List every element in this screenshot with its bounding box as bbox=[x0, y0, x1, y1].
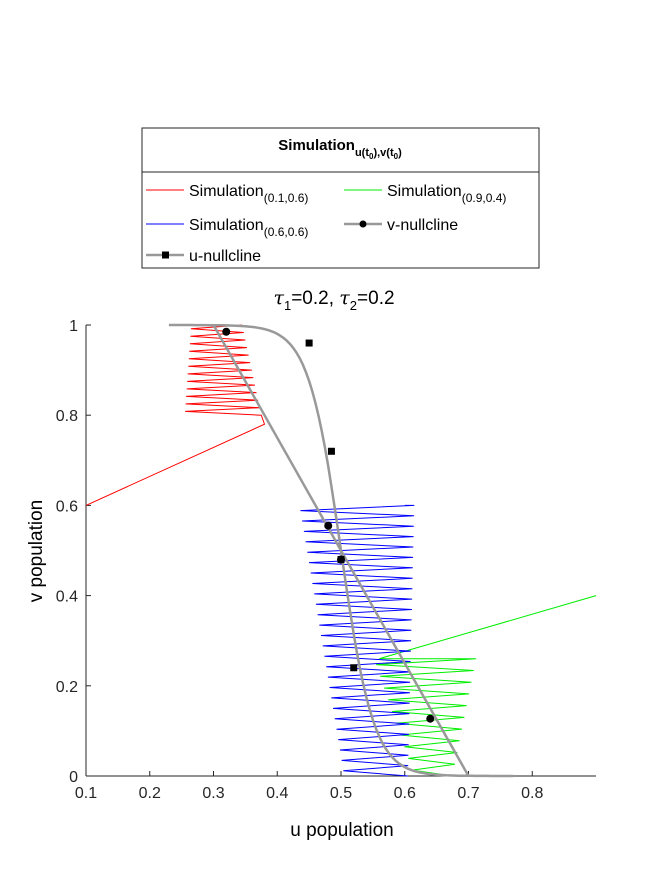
series-line-sim-1 bbox=[376, 595, 597, 777]
unullcline-marker bbox=[327, 447, 335, 455]
unullcline-marker bbox=[350, 664, 358, 672]
x-tick-label: 0.2 bbox=[139, 785, 161, 802]
unullcline-marker bbox=[305, 339, 313, 347]
legend-entry-sim-1-sub: (0.9,0.4) bbox=[462, 191, 507, 205]
series-line-sim-2 bbox=[300, 504, 415, 777]
unullcline-marker bbox=[337, 556, 345, 564]
legend-title-sub0: 0 bbox=[369, 152, 374, 161]
y-tick-label: 1 bbox=[69, 318, 78, 335]
y-ticks: 0 0.2 0.4 0.6 0.8 1 bbox=[56, 318, 91, 786]
legend-marker-vnull bbox=[359, 220, 367, 228]
series-line-unullcline bbox=[168, 323, 514, 778]
legend-title-main: Simulation bbox=[278, 137, 355, 154]
x-tick-label: 0.4 bbox=[266, 785, 288, 802]
legend-entry-sim-2-label: Simulation bbox=[189, 217, 264, 234]
title-sub1: 1 bbox=[284, 298, 291, 313]
y-axis-label: v population bbox=[26, 500, 47, 602]
title-tau2: τ bbox=[339, 287, 350, 309]
y-tick-label: 0 bbox=[69, 769, 78, 786]
title-tau1: τ bbox=[273, 287, 284, 309]
x-tick-label: 0.6 bbox=[394, 785, 416, 802]
legend-entry-unull: u-nullcline bbox=[189, 248, 261, 265]
y-tick-label: 0.4 bbox=[56, 589, 78, 606]
vnullcline-marker bbox=[426, 714, 435, 723]
title-eq2: =0.2 bbox=[357, 288, 395, 309]
x-tick-label: 0.3 bbox=[202, 785, 224, 802]
x-ticks: 0.1 0.2 0.3 0.4 0.5 0.6 0.7 0.8 bbox=[75, 771, 543, 802]
legend-title-subend: ) bbox=[398, 147, 402, 159]
y-tick-label: 0.8 bbox=[56, 408, 78, 425]
legend-title: Simulationu(t0),v(t0) bbox=[278, 137, 402, 161]
vnullcline-marker bbox=[324, 521, 333, 530]
chart-title: τ1=0.2, τ2=0.2 bbox=[273, 287, 394, 313]
legend-entry-vnull: v-nullcline bbox=[387, 217, 458, 234]
vnullcline-marker bbox=[222, 327, 231, 336]
legend-entry-sim-0-label: Simulation bbox=[189, 183, 264, 200]
x-axis-label: u population bbox=[290, 820, 394, 841]
legend-entry-sim-0: Simulation(0.1,0.6) bbox=[189, 183, 308, 205]
legend-marker-unull bbox=[162, 251, 169, 259]
x-tick-label: 0.1 bbox=[75, 785, 97, 802]
plot-area: 0.1 0.2 0.3 0.4 0.5 0.6 0.7 0.8 0 0.2 0.4 0.6 0.8 1 bbox=[56, 318, 597, 802]
legend-title-sub0b: 0 bbox=[394, 152, 399, 161]
legend-entry-sim-0-sub: (0.1,0.6) bbox=[264, 191, 309, 205]
legend-title-submid: ),v(t bbox=[373, 147, 394, 159]
legend-entry-sim-1-label: Simulation bbox=[387, 183, 462, 200]
series-line-sim-0 bbox=[85, 324, 266, 506]
legend: Simulationu(t0),v(t0) Simulation(0.1,0.6… bbox=[141, 127, 540, 269]
x-tick-label: 0.5 bbox=[330, 785, 352, 802]
legend-title-sub: u(t bbox=[355, 147, 369, 159]
legend-box bbox=[141, 127, 540, 269]
title-eq1: =0.2, bbox=[291, 288, 339, 309]
series-layer bbox=[85, 323, 597, 778]
legend-entry-sim-1: Simulation(0.9,0.4) bbox=[387, 183, 506, 205]
legend-entry-sim-2: Simulation(0.6,0.6) bbox=[189, 217, 308, 239]
legend-entry-sim-2-sub: (0.6,0.6) bbox=[264, 225, 309, 239]
title-sub2: 2 bbox=[350, 298, 357, 313]
y-tick-label: 0.2 bbox=[56, 679, 78, 696]
x-tick-label: 0.7 bbox=[457, 785, 479, 802]
x-tick-label: 0.8 bbox=[521, 785, 543, 802]
y-tick-label: 0.6 bbox=[56, 498, 78, 515]
